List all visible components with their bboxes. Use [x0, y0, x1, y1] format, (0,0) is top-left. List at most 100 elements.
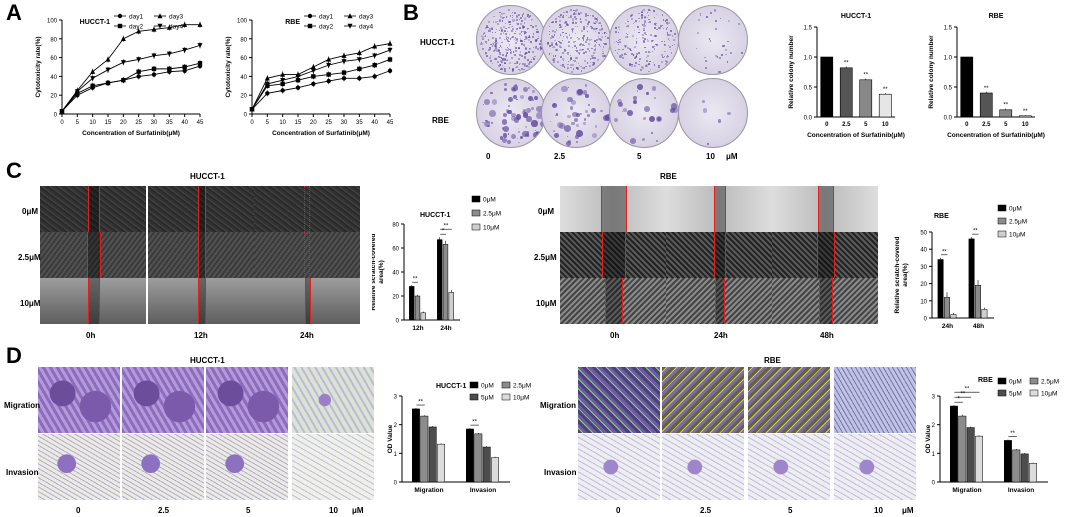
legend-label-10μM: 10μM — [1041, 391, 1057, 398]
x-axis-label: Concentration of Surfatinib(μM) — [272, 130, 370, 137]
data-point-day3 — [120, 36, 126, 41]
chart-c1: 0 20 40 60 80 Relative scratch-covered area(%)… — [372, 195, 501, 332]
transwell-img-rbe-1-2 — [748, 434, 830, 500]
transwell-img-hucct-1-1 — [122, 434, 204, 500]
x-tick-label: 2.5 — [842, 122, 851, 128]
b-col-label-5: 5 — [637, 152, 642, 161]
bar-10μM-Migration — [975, 435, 983, 483]
y-tick-label: 0 — [244, 113, 248, 119]
data-point-day2 — [136, 69, 141, 74]
y-tick-label: 80 — [392, 223, 399, 229]
x-axis-label: Concentration of Surfatinib(μM) — [947, 132, 1045, 139]
data-point-day2 — [182, 64, 187, 70]
bar-0 — [960, 56, 974, 118]
transwell-img-hucct-1-3 — [292, 434, 374, 500]
bar-10μM-12h — [420, 312, 426, 321]
y-axis-label: OD Value — [387, 424, 394, 453]
legend-label-day4: day4 — [169, 24, 183, 31]
scratch-img-hucct-2-2 — [254, 278, 360, 324]
bar-2.5μM-Invasion — [474, 433, 483, 483]
bar-2.5μM-Migration — [420, 415, 429, 483]
legend-label-day2: day2 — [129, 24, 143, 31]
d-rbe-unit: μM — [902, 506, 914, 515]
bar-10μM-Migration — [437, 443, 445, 483]
chart-title: RBE — [989, 13, 1004, 20]
legend-marker-day1 — [307, 13, 313, 19]
data-point-day2 — [121, 77, 126, 83]
x-tick-label: 15 — [295, 120, 302, 126]
series-line-day3 — [61, 24, 200, 112]
chart-b1: HUCCT-1 0.0 0.5 1.0 1.5 Relative colony numbe… — [788, 13, 905, 139]
y-tick-label: 3 — [394, 395, 398, 401]
legend-label-day3: day3 — [169, 14, 183, 21]
x-tick-label: 15 — [105, 120, 112, 126]
bar-0μM-Migration — [950, 405, 958, 483]
c-rbe-col-2: 48h — [820, 331, 834, 340]
c-hucct-title: HUCCT-1 — [190, 172, 225, 181]
scratch-img-hucct-2-1 — [148, 278, 254, 324]
colony-dish-hucct-0 — [476, 5, 546, 75]
x-tick-label: 0 — [825, 122, 829, 128]
significance-mark: ** — [973, 229, 978, 235]
d-rbe-row-0: Migration — [540, 401, 576, 410]
x-tick-label: 20 — [310, 120, 317, 126]
bar-5μM-Migration — [428, 426, 437, 483]
chart-title: HUCCT-1 — [841, 13, 871, 20]
legend-label-day3: day3 — [359, 14, 373, 21]
bar-5μM-Invasion — [1020, 453, 1029, 483]
data-point-day3 — [166, 24, 172, 30]
data-point-day4 — [249, 107, 255, 113]
x-tick-label: 24h — [440, 325, 451, 332]
significance-mark: ** — [444, 224, 449, 230]
d-rbe-col-1: 2.5 — [700, 506, 712, 515]
legend-label-2.5μM: 2.5μM — [1009, 219, 1027, 226]
x-tick-label: 40 — [371, 120, 378, 126]
b-unit-label: μM — [726, 152, 738, 161]
y-tick-label: 1 — [932, 452, 936, 458]
significance-mark: ** — [883, 87, 888, 93]
series-line-day3 — [251, 43, 391, 110]
x-tick-label: 45 — [387, 120, 394, 126]
legend-swatch-5μM — [469, 393, 479, 401]
y-tick-label: 40 — [920, 248, 927, 254]
significance-mark: ** — [960, 392, 965, 398]
bar-0μM-Migration — [412, 408, 420, 483]
scratch-img-rbe-1-0 — [560, 232, 666, 278]
transwell-img-rbe-1-0 — [578, 434, 660, 500]
series-line-day4 — [251, 49, 391, 110]
c-rbe-title: RBE — [660, 172, 677, 181]
c-rbe-row-0: 0μM — [538, 207, 555, 216]
y-tick-label: 0 — [54, 113, 58, 119]
x-tick-label: 30 — [341, 120, 348, 126]
bar-10μM-24h — [448, 292, 454, 321]
c-rbe-row-1: 2.5μM — [534, 253, 557, 262]
scratch-img-rbe-0-1 — [666, 186, 772, 232]
data-point-day3 — [197, 21, 203, 27]
bar-0μM-24h — [437, 239, 443, 321]
scratch-img-rbe-2-2 — [772, 278, 878, 324]
legend-label-5μM: 5μM — [1009, 391, 1022, 398]
legend-marker-day2 — [307, 23, 313, 29]
data-point-day3 — [341, 52, 347, 58]
legend-swatch-10μM — [997, 230, 1007, 238]
d-rbe-col-2: 5 — [788, 506, 793, 515]
chart-title: RBE — [285, 19, 300, 26]
chart-a1: 0 20 40 60 80 100 0 5 10 15 20 25 30 35 40 45 Concentrat… — [35, 13, 204, 137]
y-tick-label: 20 — [240, 94, 247, 100]
legend-swatch-10μM — [1029, 389, 1039, 397]
data-point-day4 — [90, 76, 96, 82]
legend-swatch-2.5μM — [1029, 377, 1039, 385]
data-point-day4 — [182, 47, 188, 53]
y-tick-label: 60 — [392, 247, 399, 253]
scratch-img-hucct-0-2 — [254, 186, 360, 232]
legend-label-0μM: 0μM — [1009, 379, 1022, 386]
d-hucct-title: HUCCT-1 — [190, 356, 225, 365]
x-tick-label: 10 — [279, 120, 286, 126]
significance-mark: ** — [965, 387, 970, 393]
x-axis-label: Concentration of Surfatinib(μM) — [82, 130, 180, 137]
bar-2.5μM-24h — [442, 244, 449, 321]
legend-label-0μM: 0μM — [481, 383, 494, 390]
b-col-label-2.5: 2.5 — [554, 152, 566, 161]
data-point-day3 — [136, 28, 142, 34]
x-tick-label: 40 — [181, 120, 188, 126]
